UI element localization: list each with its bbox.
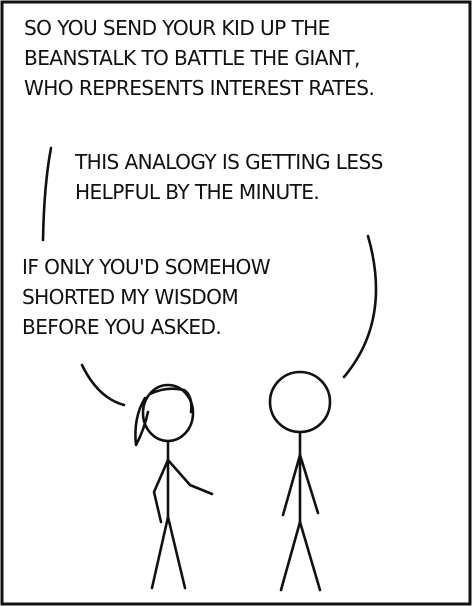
speech-tail-1 bbox=[41, 146, 53, 242]
woman-ponytail bbox=[134, 396, 150, 447]
speech-tail-2 bbox=[342, 234, 378, 379]
stick-figure-woman bbox=[134, 383, 214, 590]
woman-right-leg bbox=[166, 515, 187, 590]
man-head bbox=[268, 370, 332, 434]
speech-text-2: THIS ANALOGY IS GETTING LESS HELPFUL BY … bbox=[75, 150, 383, 204]
speech-text-1: SO YOU SEND YOUR KID UP THE BEANSTALK TO… bbox=[24, 16, 375, 100]
man-left-leg bbox=[279, 520, 302, 592]
speech-text-3: IF ONLY YOU'D SOMEHOW SHORTED MY WISDOM … bbox=[22, 255, 271, 339]
woman-right-arm bbox=[166, 458, 214, 496]
man-left-arm bbox=[281, 453, 302, 517]
woman-left-leg bbox=[150, 515, 170, 590]
man-right-leg bbox=[298, 520, 322, 592]
stick-figure-man bbox=[268, 370, 332, 592]
man-right-arm bbox=[298, 453, 320, 515]
woman-hair bbox=[148, 387, 193, 414]
speech-tail-3 bbox=[80, 363, 126, 407]
woman-left-arm bbox=[152, 458, 170, 524]
